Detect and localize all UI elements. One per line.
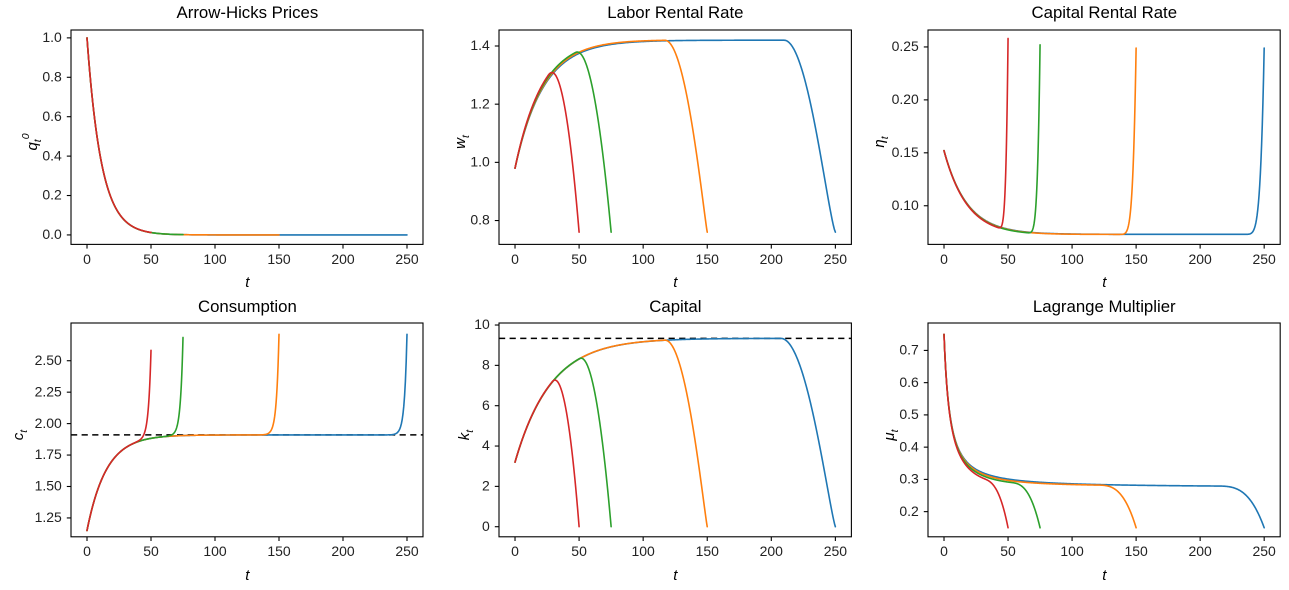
- svg-text:0.6: 0.6: [43, 108, 63, 124]
- svg-text:0.2: 0.2: [900, 503, 920, 519]
- svg-text:50: 50: [571, 543, 587, 559]
- svg-text:1.0: 1.0: [471, 153, 491, 169]
- svg-text:10: 10: [474, 316, 490, 332]
- svg-text:2.50: 2.50: [35, 352, 62, 368]
- svg-text:0.8: 0.8: [471, 211, 491, 227]
- svg-text:0.10: 0.10: [892, 197, 919, 213]
- svg-text:100: 100: [204, 543, 228, 559]
- svg-text:250: 250: [824, 543, 848, 559]
- svg-text:kt: kt: [456, 429, 476, 441]
- svg-text:0.0: 0.0: [43, 226, 63, 242]
- svg-text:0: 0: [84, 250, 92, 266]
- svg-text:150: 150: [268, 543, 292, 559]
- svg-text:1.4: 1.4: [471, 37, 491, 53]
- svg-text:100: 100: [632, 543, 656, 559]
- svg-text:150: 150: [1125, 543, 1149, 559]
- svg-text:100: 100: [1061, 543, 1085, 559]
- svg-text:8: 8: [482, 357, 490, 373]
- svg-text:6: 6: [482, 397, 490, 413]
- svg-text:0.2: 0.2: [43, 186, 63, 202]
- svg-text:1.75: 1.75: [35, 446, 62, 462]
- svg-text:200: 200: [760, 250, 784, 266]
- svg-text:50: 50: [1000, 250, 1016, 266]
- svg-text:0.8: 0.8: [43, 68, 63, 84]
- svg-text:50: 50: [571, 250, 587, 266]
- svg-text:250: 250: [396, 250, 420, 266]
- svg-text:250: 250: [396, 543, 420, 559]
- svg-text:150: 150: [696, 543, 720, 559]
- svg-text:0: 0: [84, 543, 92, 559]
- svg-text:0: 0: [482, 518, 490, 534]
- svg-text:100: 100: [1061, 250, 1085, 266]
- svg-text:200: 200: [332, 250, 356, 266]
- svg-text:0.25: 0.25: [892, 38, 919, 54]
- svg-text:150: 150: [268, 250, 292, 266]
- svg-text:150: 150: [1125, 250, 1149, 266]
- svg-text:100: 100: [632, 250, 656, 266]
- svg-text:0: 0: [511, 250, 519, 266]
- svg-text:0: 0: [511, 543, 519, 559]
- svg-text:250: 250: [1253, 543, 1277, 559]
- svg-text:wt: wt: [452, 134, 472, 149]
- svg-text:150: 150: [696, 250, 720, 266]
- svg-text:0: 0: [940, 250, 948, 266]
- svg-text:200: 200: [760, 543, 784, 559]
- svg-text:ct: ct: [10, 429, 30, 441]
- svg-text:200: 200: [1189, 250, 1213, 266]
- svg-text:0.7: 0.7: [900, 342, 920, 358]
- svg-text:0.6: 0.6: [900, 374, 920, 390]
- svg-text:0.20: 0.20: [892, 91, 919, 107]
- svg-text:50: 50: [144, 543, 160, 559]
- svg-text:0: 0: [940, 543, 948, 559]
- svg-text:0.3: 0.3: [900, 471, 920, 487]
- svg-text:2: 2: [482, 478, 490, 494]
- svg-text:1.2: 1.2: [471, 95, 491, 111]
- svg-text:qt0: qt0: [20, 133, 44, 150]
- svg-text:200: 200: [332, 543, 356, 559]
- svg-text:250: 250: [824, 250, 848, 266]
- svg-text:2.25: 2.25: [35, 383, 62, 399]
- svg-text:ηt: ηt: [871, 135, 891, 147]
- svg-text:50: 50: [144, 250, 160, 266]
- svg-text:100: 100: [204, 250, 228, 266]
- svg-text:1.25: 1.25: [35, 509, 62, 525]
- svg-text:1.50: 1.50: [35, 478, 62, 494]
- svg-text:50: 50: [1000, 543, 1016, 559]
- svg-text:1.0: 1.0: [43, 29, 63, 45]
- svg-text:μt: μt: [881, 428, 901, 441]
- svg-text:200: 200: [1189, 543, 1213, 559]
- svg-text:250: 250: [1253, 250, 1277, 266]
